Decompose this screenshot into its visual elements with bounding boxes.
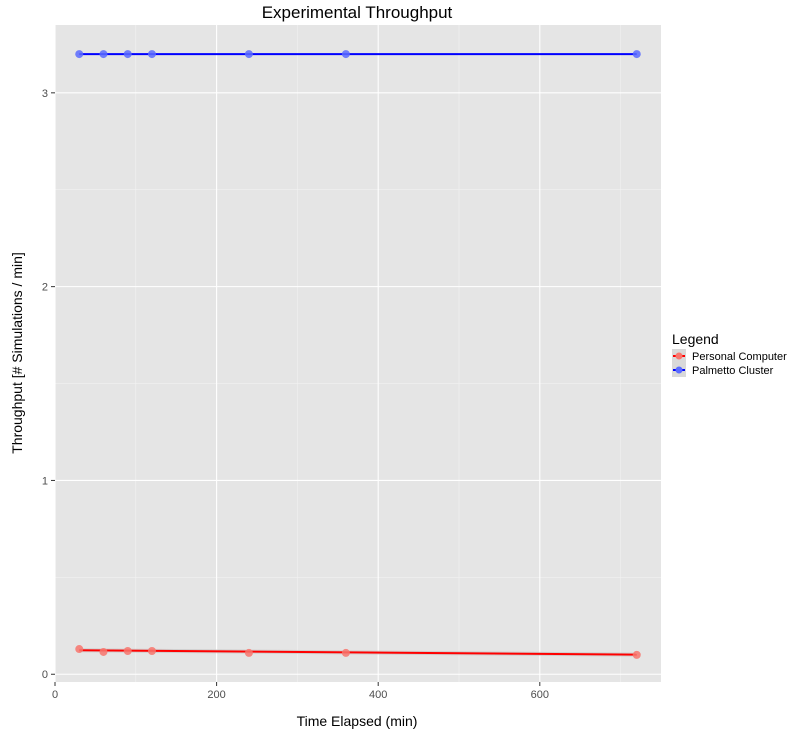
axis-ticks	[51, 92, 541, 686]
grid-major	[54, 25, 661, 682]
y-axis-title: Throughput [# Simulations / min]	[9, 252, 25, 454]
series-line	[79, 649, 637, 656]
data-point	[341, 648, 350, 657]
data-point	[244, 50, 253, 59]
chart-title: Experimental Throughput	[262, 3, 453, 22]
data-point	[99, 50, 108, 59]
data-point	[123, 50, 132, 59]
data-point	[341, 50, 350, 59]
data-point	[75, 645, 84, 654]
y-tick-labels: 0 1 2 3	[42, 88, 48, 681]
legend-title: Legend	[672, 331, 719, 347]
data-point	[99, 647, 108, 656]
data-point	[123, 646, 132, 655]
data-point	[632, 650, 641, 659]
y-tick-label: 2	[42, 282, 48, 294]
legend: Legend Personal Computer Palmetto Cluster	[672, 331, 787, 377]
y-tick-label: 0	[42, 669, 48, 681]
x-tick-label: 400	[369, 689, 387, 701]
grid-minor	[55, 25, 661, 682]
data-point	[147, 50, 156, 59]
data-points	[75, 50, 641, 659]
plot-panel	[55, 25, 661, 682]
x-tick-label: 200	[207, 689, 225, 701]
trend-lines	[79, 53, 637, 657]
x-tick-label: 600	[531, 689, 549, 701]
data-point	[632, 50, 641, 59]
data-point	[244, 648, 253, 657]
legend-label: Palmetto Cluster	[692, 365, 774, 377]
legend-label: Personal Computer	[692, 351, 787, 363]
y-tick-label: 1	[42, 475, 48, 487]
x-tick-label: 0	[52, 689, 58, 701]
y-tick-label: 3	[42, 88, 48, 100]
data-point	[147, 646, 156, 655]
x-tick-labels: 0 200 400 600	[52, 689, 549, 701]
x-axis-title: Time Elapsed (min)	[297, 713, 418, 729]
legend-key-point	[675, 366, 683, 374]
legend-key-point	[675, 352, 683, 360]
data-point	[75, 50, 84, 59]
